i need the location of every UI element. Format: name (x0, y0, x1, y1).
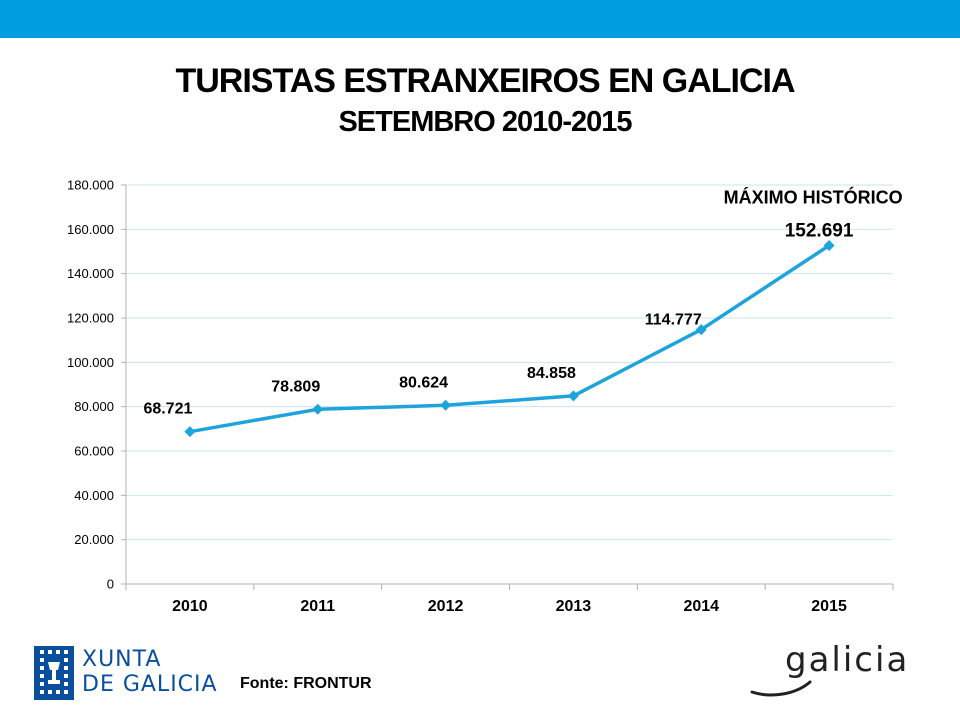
y-tick-label: 160.000 (67, 222, 114, 237)
data-point-marker (567, 390, 579, 402)
data-point-marker (184, 426, 196, 438)
data-point-marker (440, 399, 452, 411)
x-tick-label: 2014 (683, 598, 719, 615)
grid-layer (126, 184, 893, 541)
y-tick-label: 40.000 (74, 488, 114, 503)
x-tick-label: 2013 (556, 598, 592, 615)
x-tick-label: 2015 (811, 598, 847, 615)
series-line (189, 244, 831, 434)
data-point-marker (695, 324, 707, 336)
line-chart: 0 20.000 40.000 60.000 80.000 100.000 120.000 1… (67, 178, 903, 616)
y-tick-label: 100.000 (67, 355, 114, 370)
label-layer: 68.721 78.809 80.624 84.858 114.777 152.691 MÁ… (143, 187, 902, 418)
x-tick-label: 2012 (428, 598, 464, 615)
series-layer (184, 240, 835, 438)
galicia-brand-wordmark: galicia (785, 640, 910, 680)
y-tick-label: 0 (107, 577, 114, 592)
data-label: 78.809 (271, 378, 320, 395)
data-label: 84.858 (527, 365, 576, 382)
chart-subtitle: SETEMBRO 2010-2015 (338, 106, 632, 138)
data-point-marker (823, 240, 835, 252)
x-tick-label: 2010 (172, 598, 208, 615)
max-annotation: MÁXIMO HISTÓRICO (724, 187, 903, 208)
data-label: 80.624 (399, 374, 448, 391)
xunta-de-galicia-logo (34, 646, 74, 700)
chart-title: TURISTAS ESTRANXEIROS EN GALICIA (175, 62, 795, 100)
y-tick-label: 140.000 (67, 266, 114, 281)
y-tick-label: 80.000 (74, 399, 114, 414)
xunta-line-1: XUNTA (82, 647, 162, 672)
data-label: 114.777 (645, 312, 702, 329)
source-note: Fonte: FRONTUR (240, 675, 372, 692)
y-tick-label: 20.000 (74, 532, 114, 547)
data-label: 68.721 (143, 401, 192, 418)
xunta-line-2: DE GALICIA (82, 672, 218, 697)
top-accent-bar (0, 0, 960, 38)
y-tick-label: 180.000 (67, 178, 114, 193)
data-label: 152.691 (785, 221, 854, 242)
galicia-brand-swoosh (750, 680, 812, 697)
axis-layer: 0 20.000 40.000 60.000 80.000 100.000 120.000 1… (67, 178, 894, 615)
data-point-marker (312, 403, 324, 415)
x-tick-label: 2011 (300, 598, 335, 615)
xunta-wordmark: XUNTA DE GALICIA (82, 647, 218, 697)
y-tick-label: 60.000 (74, 444, 114, 459)
y-tick-label: 120.000 (67, 311, 114, 326)
